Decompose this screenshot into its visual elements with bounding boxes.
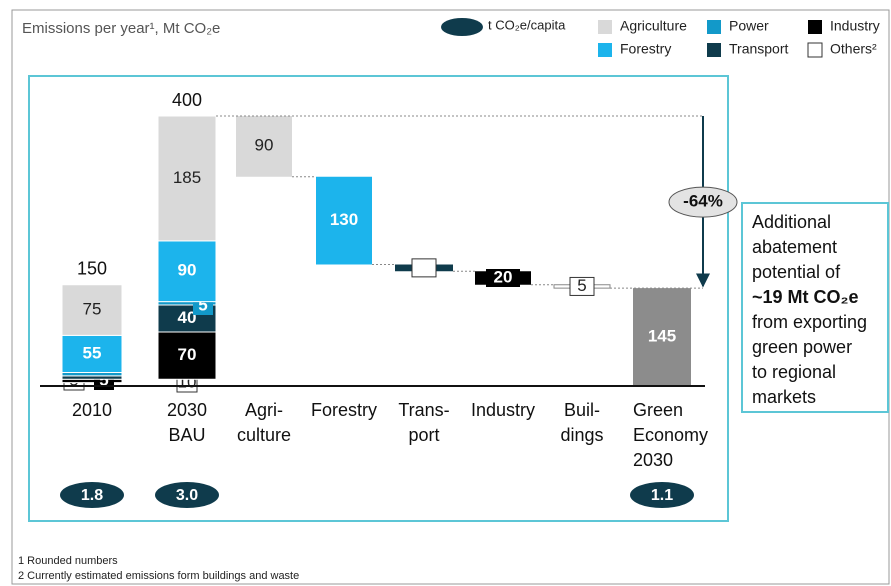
legend-swatch [707,20,721,34]
label-box [486,269,520,287]
legend-swatch [441,18,483,36]
legend-label: Industry [830,18,880,34]
legend-swatch [598,20,612,34]
bar-segment [61,372,123,377]
value-label: 75 [83,300,102,319]
callout-line: potential of [752,262,841,282]
bar [316,176,372,265]
footnote: 1 Rounded numbers [18,555,118,567]
x-tick-label: Industry [470,400,536,420]
value-label: 145 [648,327,676,346]
x-tick-label: Green Economy 2030 [633,400,709,470]
legend-label: Forestry [620,41,671,57]
callout-box [741,202,889,413]
value-label: 5 [99,370,108,389]
value-label: 70 [178,345,197,364]
total-label: 150 [77,259,107,279]
label-box [411,258,437,278]
value-label: 5 [126,361,135,380]
x-tick-label: Forestry [310,400,377,420]
callout-line: from exporting [752,312,867,332]
legend-label: Transport [729,41,789,57]
bar-segment [61,375,123,380]
legend-swatch [808,20,822,34]
callout-line: markets [752,387,816,407]
value-label: 5 [126,341,135,360]
bar-segment [157,115,217,242]
bar-segment [157,331,217,380]
callout: Additional abatement potential of ~19 Mt… [752,212,867,407]
value-label: 5 [577,276,586,295]
per-capita-badge [60,482,124,508]
value-label: 90 [178,261,197,280]
legend-label: t CO₂e/capita [488,17,566,32]
legend-swatch [807,42,823,58]
legend-label: Power [729,18,769,34]
legend-swatch [707,43,721,57]
per-capita-badge [155,482,219,508]
legend-label: Others² [830,41,877,57]
bar-segment [61,284,123,336]
total-label: 400 [172,90,202,110]
x-tick-label: 2010 [71,400,113,420]
x-tick-label: Agri- culture [236,400,292,445]
per-capita-badge [630,482,694,508]
per-capita-label: 1.8 [81,487,103,504]
value-label: 10 [415,257,434,276]
bar-segment [157,240,217,303]
value-label: 55 [83,343,102,362]
bar [633,288,691,386]
chart-frame [28,75,729,522]
label-box [569,276,595,296]
callout-line: abatement [752,237,837,257]
value-label: 185 [173,168,201,187]
value-label: 20 [494,267,513,286]
change-badge [668,186,738,218]
footnote: 2 Currently estimated emissions form bui… [18,570,299,582]
per-capita-label: 1.1 [651,487,673,504]
x-tick-label: Buil- dings [560,400,604,445]
value-label: 5 [198,295,207,314]
legend-swatch [598,43,612,57]
value-label: 130 [330,210,358,229]
value-label: 90 [255,135,274,154]
x-tick-label: Trans- port [398,400,450,445]
bar [236,116,292,177]
legend-label: Agriculture [620,18,687,34]
callout-line: green power [752,337,852,357]
per-capita-label: 3.0 [176,487,198,504]
x-tick-label: 2030 BAU [166,400,208,445]
change-label: -64% [683,192,723,211]
chart-title: Emissions per year¹, Mt CO₂e [22,20,220,37]
value-label: 40 [178,308,197,327]
bar-segment [61,334,123,373]
callout-line: Additional [752,212,831,232]
callout-line: ~19 Mt CO₂e [752,287,859,307]
callout-line: to regional [752,362,836,382]
